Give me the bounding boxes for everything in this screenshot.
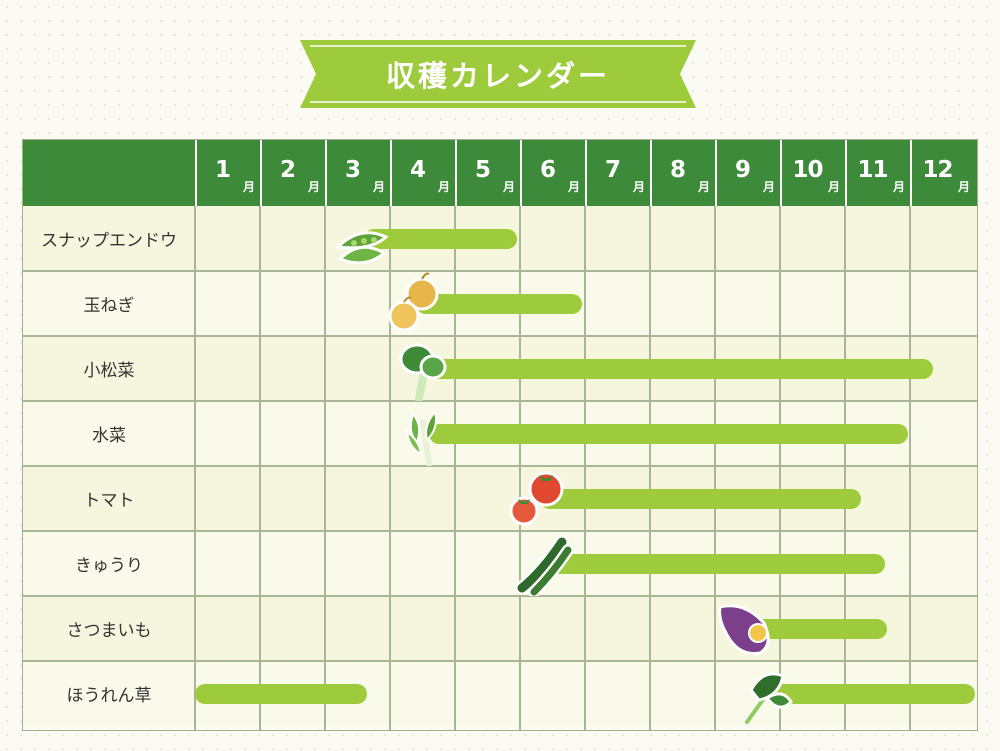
month-header-11: 11 月 (845, 140, 910, 206)
grid-hline (23, 595, 977, 597)
month-unit-label: 月 (892, 180, 905, 194)
month-number: 11 (857, 157, 888, 183)
crop-label: 小松菜 (83, 361, 135, 381)
crop-row: トマト (23, 466, 977, 531)
month-unit-label: 月 (762, 180, 775, 194)
crop-row: 玉ねぎ (23, 271, 977, 336)
crop-row: きゅうり (23, 531, 977, 596)
crop-label: ほうれん草 (66, 686, 152, 706)
crop-label: トマト (83, 491, 135, 511)
month-header-10: 10 月 (780, 140, 845, 206)
month-unit-label: 月 (827, 180, 840, 194)
grid-hline (23, 530, 977, 532)
month-unit-label: 月 (697, 180, 710, 194)
harvest-calendar: 1 月 2 月 3 月 4 月 5 月 6 月 7 月 8 月 9 月 10 月 11 月 12 月 スナップエンドウ 玉ねぎ小… (23, 140, 977, 730)
month-unit-label: 月 (372, 180, 385, 194)
crop-label: きゅうり (75, 556, 143, 576)
month-number: 9 (734, 157, 751, 183)
month-number: 10 (792, 157, 823, 183)
grid-vline (584, 206, 586, 730)
crop-label: さつまいも (66, 621, 152, 641)
grid-vline (259, 206, 261, 730)
month-unit-label: 月 (307, 180, 320, 194)
month-unit-label: 月 (567, 180, 580, 194)
crop-row: スナップエンドウ (23, 206, 977, 271)
grid-vline (454, 206, 456, 730)
grid-vline (779, 206, 781, 730)
crop-row: さつまいも (23, 596, 977, 661)
month-unit-label: 月 (502, 180, 515, 194)
grid-vline (714, 206, 716, 730)
month-unit-label: 月 (957, 180, 970, 194)
crop-label: 玉ねぎ (83, 296, 135, 316)
month-unit-label: 月 (242, 180, 255, 194)
grid-hline (23, 465, 977, 467)
grid-vline (844, 206, 846, 730)
grid-hline (23, 400, 977, 402)
month-unit-label: 月 (632, 180, 645, 194)
grid-hline (23, 660, 977, 662)
grid-vline (909, 206, 911, 730)
month-number: 12 (922, 157, 953, 183)
month-number: 6 (539, 157, 556, 183)
crop-label: 水菜 (92, 426, 126, 446)
title-banner (300, 40, 696, 108)
month-number: 2 (279, 157, 296, 183)
grid-vline (324, 206, 326, 730)
month-number: 8 (669, 157, 686, 183)
month-header-12: 12 月 (910, 140, 975, 206)
grid-vline (389, 206, 391, 730)
crop-row: ほうれん草 (23, 661, 977, 726)
month-number: 7 (604, 157, 621, 183)
month-unit-label: 月 (437, 180, 450, 194)
grid-vline (649, 206, 651, 730)
crop-label: スナップエンドウ (41, 231, 177, 251)
month-number: 4 (409, 157, 426, 183)
month-number: 5 (474, 157, 491, 183)
grid-vline (519, 206, 521, 730)
crop-row: 水菜 (23, 401, 977, 466)
month-number: 1 (214, 157, 231, 183)
calendar-title: 収穫カレンダー (385, 59, 610, 93)
crop-row: 小松菜 (23, 336, 977, 401)
month-number: 3 (344, 157, 361, 183)
month-header-row: 1 月 2 月 3 月 4 月 5 月 6 月 7 月 8 月 9 月 10 月 11 月 12 月 (23, 140, 977, 206)
grid-hline (23, 270, 977, 272)
grid-vline (194, 206, 196, 730)
grid-hline (23, 335, 977, 337)
